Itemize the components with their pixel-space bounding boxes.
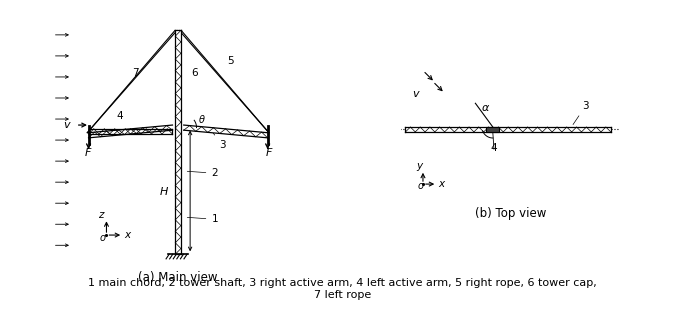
Text: 7: 7: [132, 68, 138, 78]
Polygon shape: [184, 125, 268, 138]
Text: $o$: $o$: [417, 181, 425, 191]
Bar: [88, 129, 173, 134]
Text: (a) Main view: (a) Main view: [138, 271, 218, 284]
Text: 1: 1: [187, 214, 218, 224]
Text: $F$: $F$: [84, 146, 92, 158]
Text: 4: 4: [490, 143, 497, 153]
Text: $\theta$: $\theta$: [198, 113, 205, 125]
Bar: [406, 127, 611, 132]
Bar: [175, 30, 181, 254]
Text: $H$: $H$: [159, 185, 169, 197]
Text: $x$: $x$: [438, 179, 447, 189]
Text: 5: 5: [227, 56, 234, 66]
Polygon shape: [88, 125, 173, 138]
Text: 3: 3: [213, 133, 225, 150]
Text: $y$: $y$: [416, 161, 425, 173]
Text: $o$: $o$: [99, 233, 107, 243]
Text: $x$: $x$: [125, 230, 133, 240]
Text: 2: 2: [187, 168, 218, 178]
Text: 3: 3: [573, 101, 589, 124]
Text: 6: 6: [191, 68, 197, 78]
Text: $v$: $v$: [63, 120, 72, 130]
Text: $z$: $z$: [98, 210, 106, 220]
Text: $F$: $F$: [264, 146, 273, 158]
Text: 1 main chord, 2 tower shaft, 3 right active arm, 4 left active arm, 5 right rope: 1 main chord, 2 tower shaft, 3 right act…: [88, 278, 597, 300]
Text: (b) Top view: (b) Top view: [475, 207, 546, 220]
Text: $v$: $v$: [412, 89, 421, 99]
Text: 4: 4: [116, 111, 123, 121]
Text: $\alpha$: $\alpha$: [481, 103, 490, 113]
Bar: [486, 127, 499, 132]
